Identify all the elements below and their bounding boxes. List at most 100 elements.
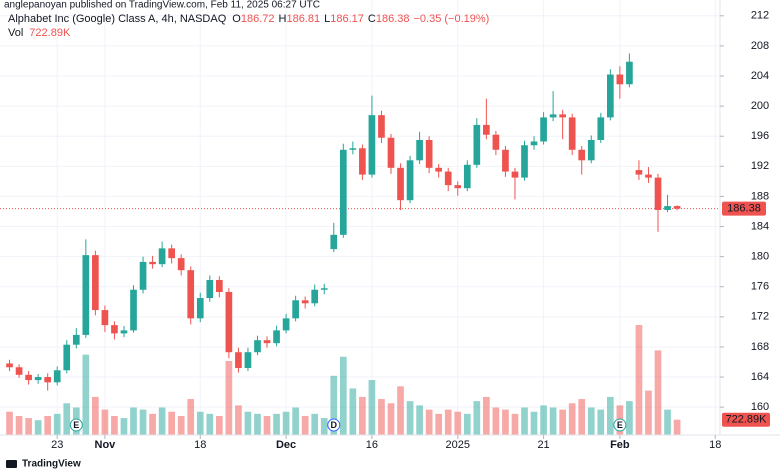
volume-bar <box>339 356 347 435</box>
volume-bar <box>53 413 61 435</box>
candle-body <box>101 310 109 326</box>
volume-bar <box>606 396 614 435</box>
y-tick-label: 192 <box>751 160 769 172</box>
volume-bar <box>292 407 299 435</box>
ohlc-value: 186.81 <box>286 13 320 25</box>
candle-body <box>359 148 366 175</box>
candle-body <box>406 160 414 201</box>
volume-bar <box>130 407 137 435</box>
ohlc-value: 186.38 <box>376 13 410 25</box>
y-tick-label: 200 <box>751 100 769 112</box>
volume-bar <box>82 354 90 435</box>
volume-bar <box>568 403 576 435</box>
ohlc-letter: H <box>279 13 287 25</box>
volume-bar <box>626 401 633 435</box>
candle-body <box>511 171 519 178</box>
candle-body <box>130 289 137 331</box>
volume-bar <box>492 407 500 435</box>
candle-body <box>15 367 23 375</box>
candle-body <box>320 288 328 290</box>
candle-body <box>139 261 147 290</box>
candle-body <box>177 258 185 271</box>
candle-body <box>301 300 309 304</box>
x-tick-label: 18 <box>709 439 721 451</box>
volume-bar <box>530 411 538 435</box>
event-label: E <box>617 420 623 430</box>
candle-body <box>63 344 71 371</box>
candle-body <box>53 370 61 383</box>
volume-bar <box>578 399 586 435</box>
x-tick-label: 18 <box>194 439 206 451</box>
logo-icon <box>6 460 17 468</box>
volume-bar <box>320 418 328 435</box>
volume-bar <box>187 399 195 435</box>
candle-body <box>397 167 404 201</box>
candle-body <box>606 74 614 118</box>
candle-body <box>568 117 576 150</box>
candle-body <box>44 377 52 383</box>
footer-logo: TradingView <box>6 459 81 470</box>
candle-body <box>282 318 290 331</box>
candle-body <box>654 177 662 210</box>
volume-bar <box>263 415 271 435</box>
candle-body <box>311 289 319 304</box>
candle-body <box>330 234 338 250</box>
last-price-label: 186.38 <box>727 203 761 215</box>
last-price-box <box>722 201 766 216</box>
candle-body <box>225 292 233 353</box>
candle-body <box>444 171 452 186</box>
volume-bar <box>587 407 595 435</box>
candle-body <box>530 141 538 146</box>
candle-body <box>502 149 509 172</box>
volume-bar <box>158 407 166 435</box>
candle-body <box>216 279 223 293</box>
event-label: D <box>331 420 338 430</box>
candle-body <box>168 248 175 259</box>
candle-body <box>92 255 99 311</box>
x-tick-label: 23 <box>51 439 63 451</box>
footer: TradingView <box>22 459 81 470</box>
y-tick-label: 196 <box>751 130 769 142</box>
volume-bar <box>435 413 443 435</box>
candle-body <box>111 325 118 334</box>
event-marker <box>69 418 83 432</box>
candle-body <box>635 170 643 175</box>
candle-body <box>82 255 90 335</box>
candle-body <box>540 117 547 142</box>
candle-body <box>244 352 252 369</box>
event-label: E <box>73 420 79 430</box>
x-tick-label: 2025 <box>446 439 470 451</box>
volume-bar <box>521 407 528 435</box>
volume-bar <box>502 409 509 435</box>
x-tick-label: Feb <box>610 439 630 451</box>
volume-bar <box>559 409 566 435</box>
y-tick-label: 184 <box>751 220 769 232</box>
volume-bar <box>483 396 490 435</box>
ohlc-value: 186.17 <box>330 13 364 25</box>
candle-body <box>463 164 471 189</box>
candle-body <box>349 148 357 150</box>
volume-bar <box>196 411 204 435</box>
ohlc-letter: C <box>368 13 376 25</box>
volume-bar <box>645 390 652 435</box>
volume-bar <box>206 413 214 435</box>
volume-bar <box>149 413 156 435</box>
ohlc-value: 186.72 <box>241 13 275 25</box>
volume-bar <box>139 409 147 435</box>
volume-bar <box>368 380 376 435</box>
volume-bar <box>235 405 242 435</box>
x-tick-label: 21 <box>537 439 549 451</box>
volume-bar <box>6 411 13 435</box>
ohlc-letter: L <box>324 13 330 25</box>
volume-bar <box>15 415 23 435</box>
volume-bar <box>311 413 319 435</box>
event-marker <box>613 418 627 432</box>
volume-bar <box>444 409 452 435</box>
volume-bar <box>34 420 42 435</box>
candle-body <box>273 330 280 344</box>
candle-body <box>483 124 490 135</box>
candle-body <box>559 114 566 118</box>
candle-body <box>196 298 204 319</box>
event-marker <box>327 418 341 432</box>
